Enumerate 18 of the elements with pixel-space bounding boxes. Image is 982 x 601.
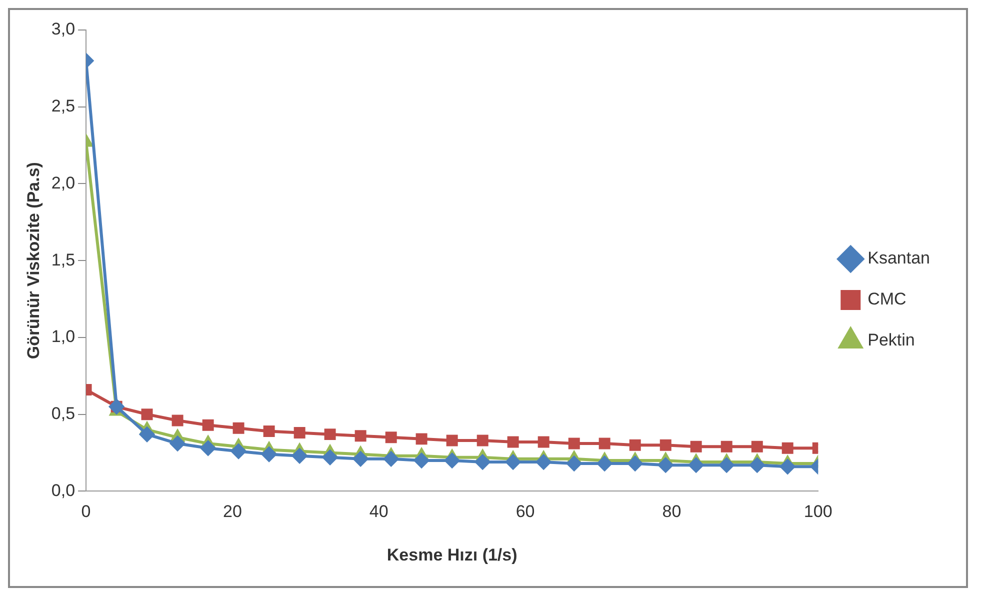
x-tick-label: 60 (516, 502, 535, 522)
y-tick-label: 2,5 (51, 96, 76, 116)
y-tick-label: 3,0 (51, 20, 76, 39)
x-tick-label: 100 (804, 502, 832, 522)
y-tick-label: 0,5 (51, 404, 76, 424)
x-axis-title: Kesme Hızı (1/s) (386, 545, 518, 564)
y-tick-label: 0,0 (51, 480, 76, 500)
x-tick-label: 80 (662, 502, 682, 522)
y-tick-label: 1,5 (51, 250, 76, 270)
y-tick-label: 2,0 (51, 173, 76, 192)
legend-label: Pektin (868, 330, 915, 350)
legend-label: CMC (868, 290, 906, 309)
legend-label: Ksantan (868, 248, 930, 268)
x-tick-label: 0 (81, 502, 91, 522)
y-axis-title: Görünür Viskozite (Pa.s) (24, 162, 43, 360)
y-tick-label: 1,0 (51, 327, 76, 346)
x-tick-label: 20 (222, 502, 242, 522)
x-tick-label: 40 (369, 502, 388, 522)
